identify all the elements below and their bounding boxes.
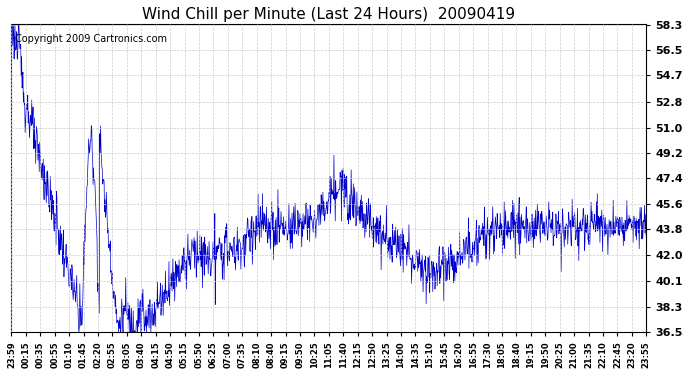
Title: Wind Chill per Minute (Last 24 Hours)  20090419: Wind Chill per Minute (Last 24 Hours) 20… bbox=[142, 7, 515, 22]
Text: Copyright 2009 Cartronics.com: Copyright 2009 Cartronics.com bbox=[14, 34, 166, 44]
